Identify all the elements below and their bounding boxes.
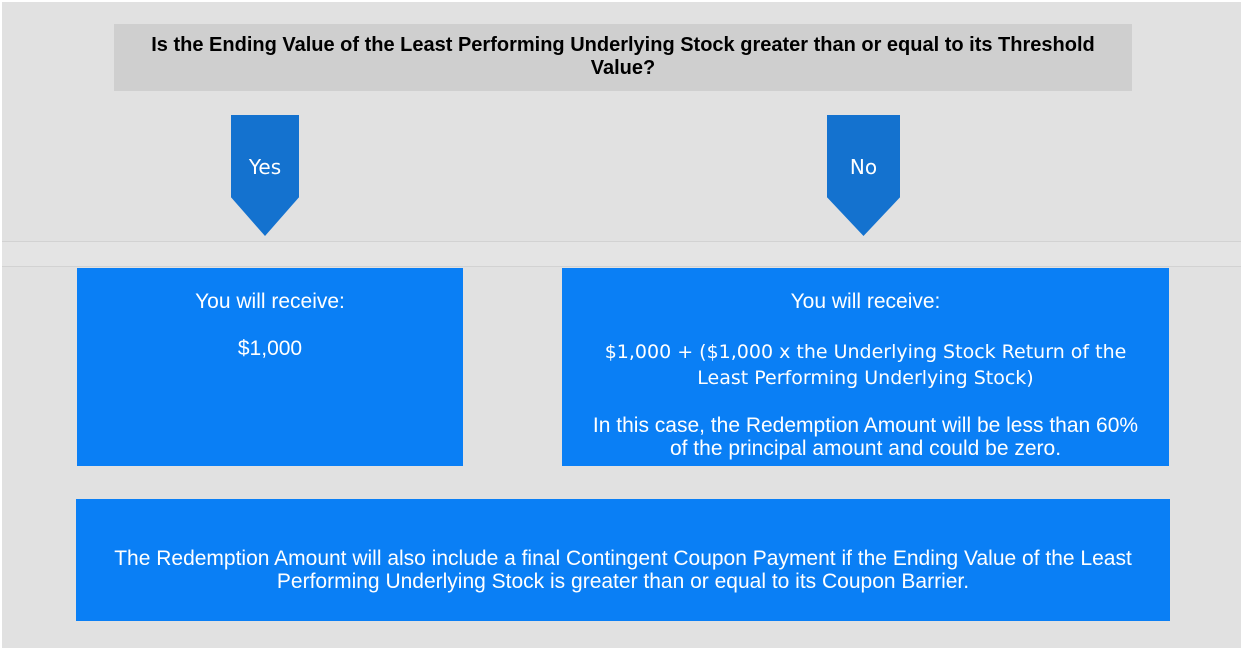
coupon-note-box: The Redemption Amount will also include … — [76, 499, 1170, 621]
yes-arrow-label: Yes — [248, 155, 282, 179]
question-text: Is the Ending Value of the Least Perform… — [151, 34, 1095, 79]
yes-outcome-box: You will receive: $1,000 — [77, 268, 463, 466]
yes-outcome-amount: $1,000 — [237, 337, 303, 360]
no-arrow-label: No — [849, 155, 878, 179]
no-outcome-box: You will receive: $1,000 + ($1,000 x the… — [562, 268, 1169, 466]
no-outcome-heading: You will receive: — [790, 290, 941, 313]
divider-band — [2, 241, 1241, 267]
no-outcome-note: In this case, the Redemption Amount will… — [592, 414, 1139, 460]
no-outcome-formula: $1,000 + ($1,000 x the Underlying Stock … — [604, 341, 1127, 389]
coupon-note-text: The Redemption Amount will also include … — [114, 547, 1132, 593]
yes-outcome-heading: You will receive: — [195, 290, 345, 313]
question-box: Is the Ending Value of the Least Perform… — [114, 24, 1132, 91]
